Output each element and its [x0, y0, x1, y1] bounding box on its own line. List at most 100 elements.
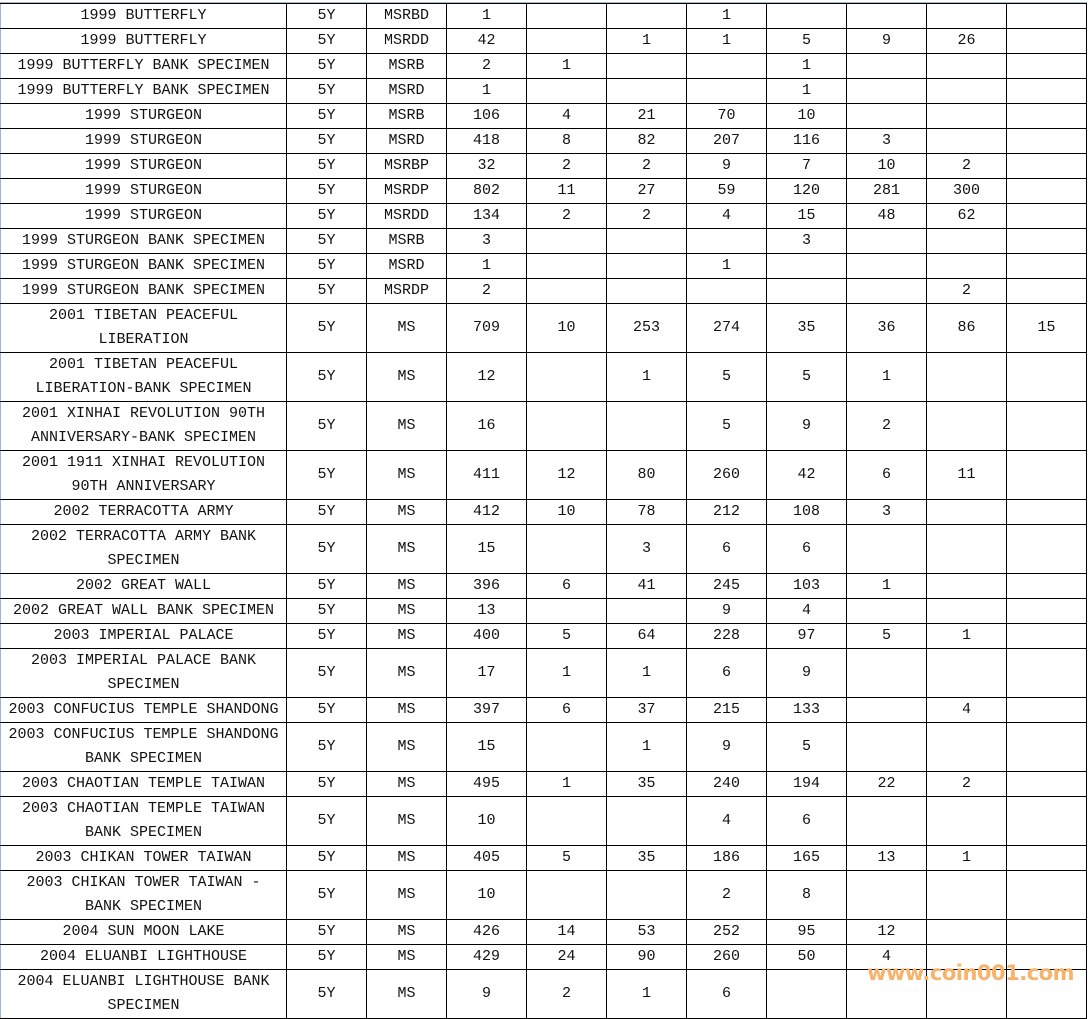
grade-count-6-cell[interactable] — [926, 870, 1007, 920]
grade-count-1-cell[interactable]: 6 — [526, 697, 607, 723]
grade-cell[interactable]: MSRDD — [366, 28, 447, 54]
grade-cell[interactable]: MSRDD — [366, 203, 447, 229]
grade-cell[interactable]: MSRBD — [366, 3, 447, 29]
total-cell[interactable]: 12 — [446, 352, 527, 402]
coin-name-cell[interactable]: 1999 BUTTERFLY — [0, 28, 287, 54]
total-cell[interactable]: 412 — [446, 499, 527, 525]
grade-count-2-cell[interactable]: 1 — [606, 969, 687, 1019]
grade-count-7-cell[interactable] — [1006, 573, 1087, 599]
total-cell[interactable]: 429 — [446, 944, 527, 970]
coin-name-cell[interactable]: 2003 IMPERIAL PALACE BANK SPECIMEN — [0, 648, 287, 698]
grade-count-5-cell[interactable] — [846, 722, 927, 772]
grade-cell[interactable]: MS — [366, 352, 447, 402]
grade-count-2-cell[interactable] — [606, 870, 687, 920]
grade-count-7-cell[interactable] — [1006, 499, 1087, 525]
grade-count-4-cell[interactable]: 116 — [766, 128, 847, 154]
grade-count-3-cell[interactable]: 59 — [686, 178, 767, 204]
coin-name-cell[interactable]: 1999 STURGEON BANK SPECIMEN — [0, 253, 287, 279]
grade-count-1-cell[interactable]: 5 — [526, 845, 607, 871]
grade-count-7-cell[interactable] — [1006, 128, 1087, 154]
grade-count-2-cell[interactable]: 1 — [606, 722, 687, 772]
grade-count-4-cell[interactable]: 5 — [766, 722, 847, 772]
grade-count-1-cell[interactable]: 12 — [526, 450, 607, 500]
total-cell[interactable]: 32 — [446, 153, 527, 179]
grade-count-4-cell[interactable]: 4 — [766, 598, 847, 624]
grade-cell[interactable]: MSRB — [366, 53, 447, 79]
total-cell[interactable]: 3 — [446, 228, 527, 254]
grade-count-6-cell[interactable] — [926, 573, 1007, 599]
total-cell[interactable]: 15 — [446, 722, 527, 772]
denomination-cell[interactable]: 5Y — [286, 697, 367, 723]
grade-count-5-cell[interactable] — [846, 253, 927, 279]
grade-count-2-cell[interactable]: 27 — [606, 178, 687, 204]
grade-count-1-cell[interactable]: 5 — [526, 623, 607, 649]
grade-count-1-cell[interactable]: 14 — [526, 919, 607, 945]
grade-count-1-cell[interactable]: 11 — [526, 178, 607, 204]
grade-count-3-cell[interactable]: 9 — [686, 722, 767, 772]
grade-count-3-cell[interactable]: 252 — [686, 919, 767, 945]
grade-count-6-cell[interactable] — [926, 722, 1007, 772]
denomination-cell[interactable]: 5Y — [286, 969, 367, 1019]
grade-count-4-cell[interactable]: 103 — [766, 573, 847, 599]
total-cell[interactable]: 13 — [446, 598, 527, 624]
coin-name-cell[interactable]: 2003 CHAOTIAN TEMPLE TAIWAN BANK SPECIME… — [0, 796, 287, 846]
grade-count-4-cell[interactable]: 35 — [766, 303, 847, 353]
grade-count-1-cell[interactable]: 10 — [526, 499, 607, 525]
grade-cell[interactable]: MSRDP — [366, 178, 447, 204]
grade-count-5-cell[interactable]: 2 — [846, 401, 927, 451]
grade-count-1-cell[interactable]: 10 — [526, 303, 607, 353]
grade-count-7-cell[interactable] — [1006, 352, 1087, 402]
grade-count-7-cell[interactable] — [1006, 103, 1087, 129]
coin-name-cell[interactable]: 2001 1911 XINHAI REVOLUTION 90TH ANNIVER… — [0, 450, 287, 500]
grade-count-6-cell[interactable] — [926, 919, 1007, 945]
grade-count-2-cell[interactable]: 78 — [606, 499, 687, 525]
denomination-cell[interactable]: 5Y — [286, 845, 367, 871]
grade-count-2-cell[interactable] — [606, 78, 687, 104]
coin-name-cell[interactable]: 2003 CONFUCIUS TEMPLE SHANDONG BANK SPEC… — [0, 722, 287, 772]
grade-count-7-cell[interactable] — [1006, 598, 1087, 624]
denomination-cell[interactable]: 5Y — [286, 450, 367, 500]
grade-count-3-cell[interactable]: 228 — [686, 623, 767, 649]
grade-count-5-cell[interactable]: 13 — [846, 845, 927, 871]
grade-count-6-cell[interactable]: 26 — [926, 28, 1007, 54]
grade-count-6-cell[interactable]: 2 — [926, 278, 1007, 304]
grade-count-4-cell[interactable]: 95 — [766, 919, 847, 945]
grade-count-3-cell[interactable]: 274 — [686, 303, 767, 353]
grade-count-6-cell[interactable]: 62 — [926, 203, 1007, 229]
grade-count-1-cell[interactable] — [526, 401, 607, 451]
grade-count-5-cell[interactable] — [846, 78, 927, 104]
grade-count-7-cell[interactable] — [1006, 870, 1087, 920]
denomination-cell[interactable]: 5Y — [286, 598, 367, 624]
grade-count-1-cell[interactable] — [526, 722, 607, 772]
total-cell[interactable]: 411 — [446, 450, 527, 500]
grade-count-7-cell[interactable] — [1006, 203, 1087, 229]
grade-count-5-cell[interactable] — [846, 697, 927, 723]
denomination-cell[interactable]: 5Y — [286, 623, 367, 649]
grade-cell[interactable]: MS — [366, 648, 447, 698]
coin-name-cell[interactable]: 1999 STURGEON — [0, 178, 287, 204]
grade-cell[interactable]: MSRD — [366, 78, 447, 104]
total-cell[interactable]: 495 — [446, 771, 527, 797]
grade-count-5-cell[interactable]: 36 — [846, 303, 927, 353]
grade-count-3-cell[interactable]: 1 — [686, 253, 767, 279]
grade-count-1-cell[interactable]: 2 — [526, 153, 607, 179]
coin-name-cell[interactable]: 2003 CHIKAN TOWER TAIWAN — [0, 845, 287, 871]
grade-count-7-cell[interactable] — [1006, 401, 1087, 451]
grade-count-7-cell[interactable] — [1006, 648, 1087, 698]
grade-count-6-cell[interactable]: 11 — [926, 450, 1007, 500]
grade-count-7-cell[interactable] — [1006, 524, 1087, 574]
total-cell[interactable]: 16 — [446, 401, 527, 451]
grade-count-1-cell[interactable] — [526, 278, 607, 304]
grade-count-5-cell[interactable] — [846, 648, 927, 698]
total-cell[interactable]: 405 — [446, 845, 527, 871]
grade-count-6-cell[interactable] — [926, 53, 1007, 79]
denomination-cell[interactable]: 5Y — [286, 796, 367, 846]
grade-count-2-cell[interactable] — [606, 53, 687, 79]
grade-cell[interactable]: MS — [366, 722, 447, 772]
grade-count-6-cell[interactable] — [926, 78, 1007, 104]
coin-name-cell[interactable]: 1999 STURGEON — [0, 203, 287, 229]
grade-count-4-cell[interactable]: 6 — [766, 796, 847, 846]
grade-cell[interactable]: MS — [366, 499, 447, 525]
grade-count-2-cell[interactable]: 35 — [606, 845, 687, 871]
grade-count-3-cell[interactable]: 9 — [686, 598, 767, 624]
